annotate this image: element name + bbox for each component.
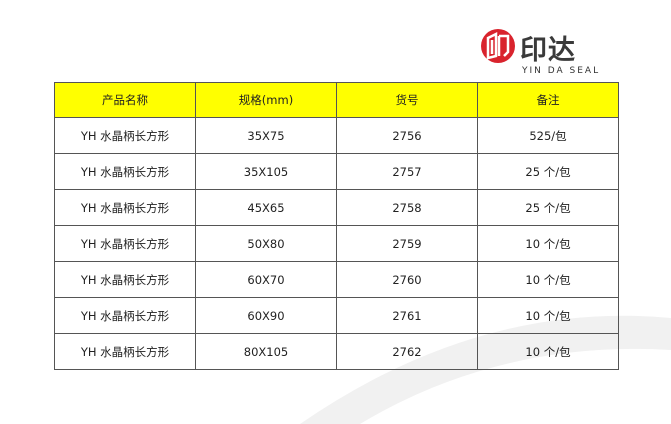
note-cell: 25 个/包 (477, 153, 619, 190)
code-cell: 2761 (336, 297, 478, 334)
table-row: YH 水晶柄长方形 60X90 2761 10 个/包 (54, 297, 619, 334)
product-name-cell: YH 水晶柄长方形 (54, 153, 196, 190)
header-spec: 规格(mm) (195, 82, 337, 118)
spec-cell: 35X75 (195, 117, 337, 154)
header-name: 产品名称 (54, 82, 196, 118)
product-table: 产品名称 规格(mm) 货号 备注 YH 水晶柄长方形 35X75 2756 525/… (54, 82, 619, 370)
spec-cell: 50X80 (195, 225, 337, 262)
header-code: 货号 (336, 82, 478, 118)
product-name-cell: YH 水晶柄长方形 (54, 189, 196, 226)
spec-cell: 80X105 (195, 333, 337, 370)
code-cell: 2762 (336, 333, 478, 370)
code-cell: 2756 (336, 117, 478, 154)
spec-cell: 60X90 (195, 297, 337, 334)
table-header-row: 产品名称 规格(mm) 货号 备注 (54, 82, 619, 118)
code-cell: 2757 (336, 153, 478, 190)
table-row: YH 水晶柄长方形 80X105 2762 10 个/包 (54, 333, 619, 370)
product-name-cell: YH 水晶柄长方形 (54, 117, 196, 154)
company-logo: 印达 YIN DA SEAL (480, 24, 620, 80)
note-cell: 525/包 (477, 117, 619, 154)
logo-text-cn: 印达 (520, 35, 576, 66)
product-name-cell: YH 水晶柄长方形 (54, 333, 196, 370)
table-row: YH 水晶柄长方形 60X70 2760 10 个/包 (54, 261, 619, 298)
note-cell: 10 个/包 (477, 261, 619, 298)
spec-cell: 45X65 (195, 189, 337, 226)
note-cell: 25 个/包 (477, 189, 619, 226)
table-row: YH 水晶柄长方形 50X80 2759 10 个/包 (54, 225, 619, 262)
code-cell: 2758 (336, 189, 478, 226)
product-name-cell: YH 水晶柄长方形 (54, 297, 196, 334)
logo-mark-icon (481, 29, 515, 63)
code-cell: 2759 (336, 225, 478, 262)
spec-cell: 60X70 (195, 261, 337, 298)
table-row: YH 水晶柄长方形 35X75 2756 525/包 (54, 117, 619, 154)
spec-cell: 35X105 (195, 153, 337, 190)
table-row: YH 水晶柄长方形 35X105 2757 25 个/包 (54, 153, 619, 190)
header-note: 备注 (477, 82, 619, 118)
product-name-cell: YH 水晶柄长方形 (54, 261, 196, 298)
code-cell: 2760 (336, 261, 478, 298)
note-cell: 10 个/包 (477, 333, 619, 370)
logo-text-en: YIN DA SEAL (522, 66, 601, 76)
note-cell: 10 个/包 (477, 297, 619, 334)
table-row: YH 水晶柄长方形 45X65 2758 25 个/包 (54, 189, 619, 226)
note-cell: 10 个/包 (477, 225, 619, 262)
product-name-cell: YH 水晶柄长方形 (54, 225, 196, 262)
